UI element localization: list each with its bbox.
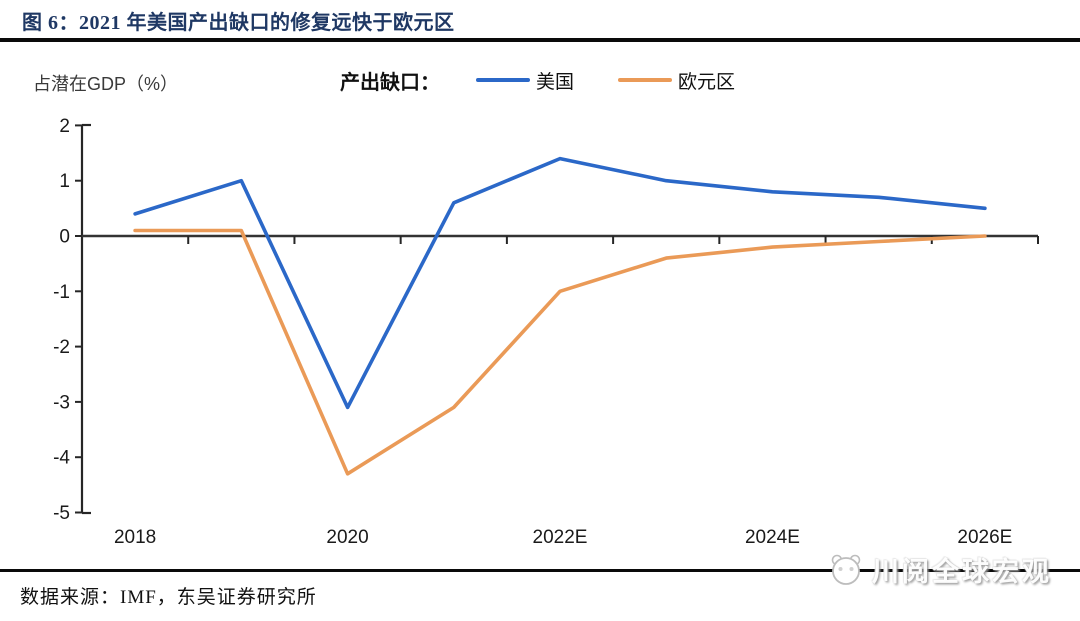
data-source-note: 数据来源：IMF，东吴证券研究所 [20,587,317,608]
y-tick-label: -3 [53,392,70,413]
x-tick-label: 2024E [745,527,800,548]
header-divider [0,38,1080,42]
chart-legend: 产出缺口： 美国 欧元区 [340,64,779,96]
series-line-us [133,156,987,410]
y-tick-label: -4 [53,448,70,469]
us-line-swatch-icon [476,78,530,82]
footer-divider [0,569,1080,572]
y-axis-unit-label: 占潜在GDP（%） [33,74,179,94]
series-line-eurozone [133,228,987,476]
eurozone-line-swatch-icon [618,78,673,82]
x-tick-label: 2022E [533,527,588,548]
legend-label-eurozone: 欧元区 [678,71,736,93]
y-tick-label: 0 [59,227,70,248]
y-tick-label: 2 [59,116,70,137]
y-tick-label: -5 [53,503,70,524]
legend-item-us: 美国 [476,67,574,94]
watermark: 川阅全球宏观 [828,548,1052,590]
x-tick-label: 2026E [957,527,1012,548]
watermark-text: 川阅全球宏观 [872,556,1052,587]
y-tick-label: -2 [53,337,70,358]
y-tick-label: 1 [59,171,70,192]
x-tick-label: 2018 [114,527,156,548]
legend-item-eurozone: 欧元区 [618,67,735,94]
panda-logo-icon [831,554,861,585]
x-tick-label: 2020 [326,527,368,548]
figure-title: 图 6：2021 年美国产出缺口的修复远快于欧元区 [22,12,455,34]
legend-label-us: 美国 [536,71,575,93]
legend-title: 产出缺口： [340,71,440,94]
y-tick-label: -1 [53,282,70,303]
